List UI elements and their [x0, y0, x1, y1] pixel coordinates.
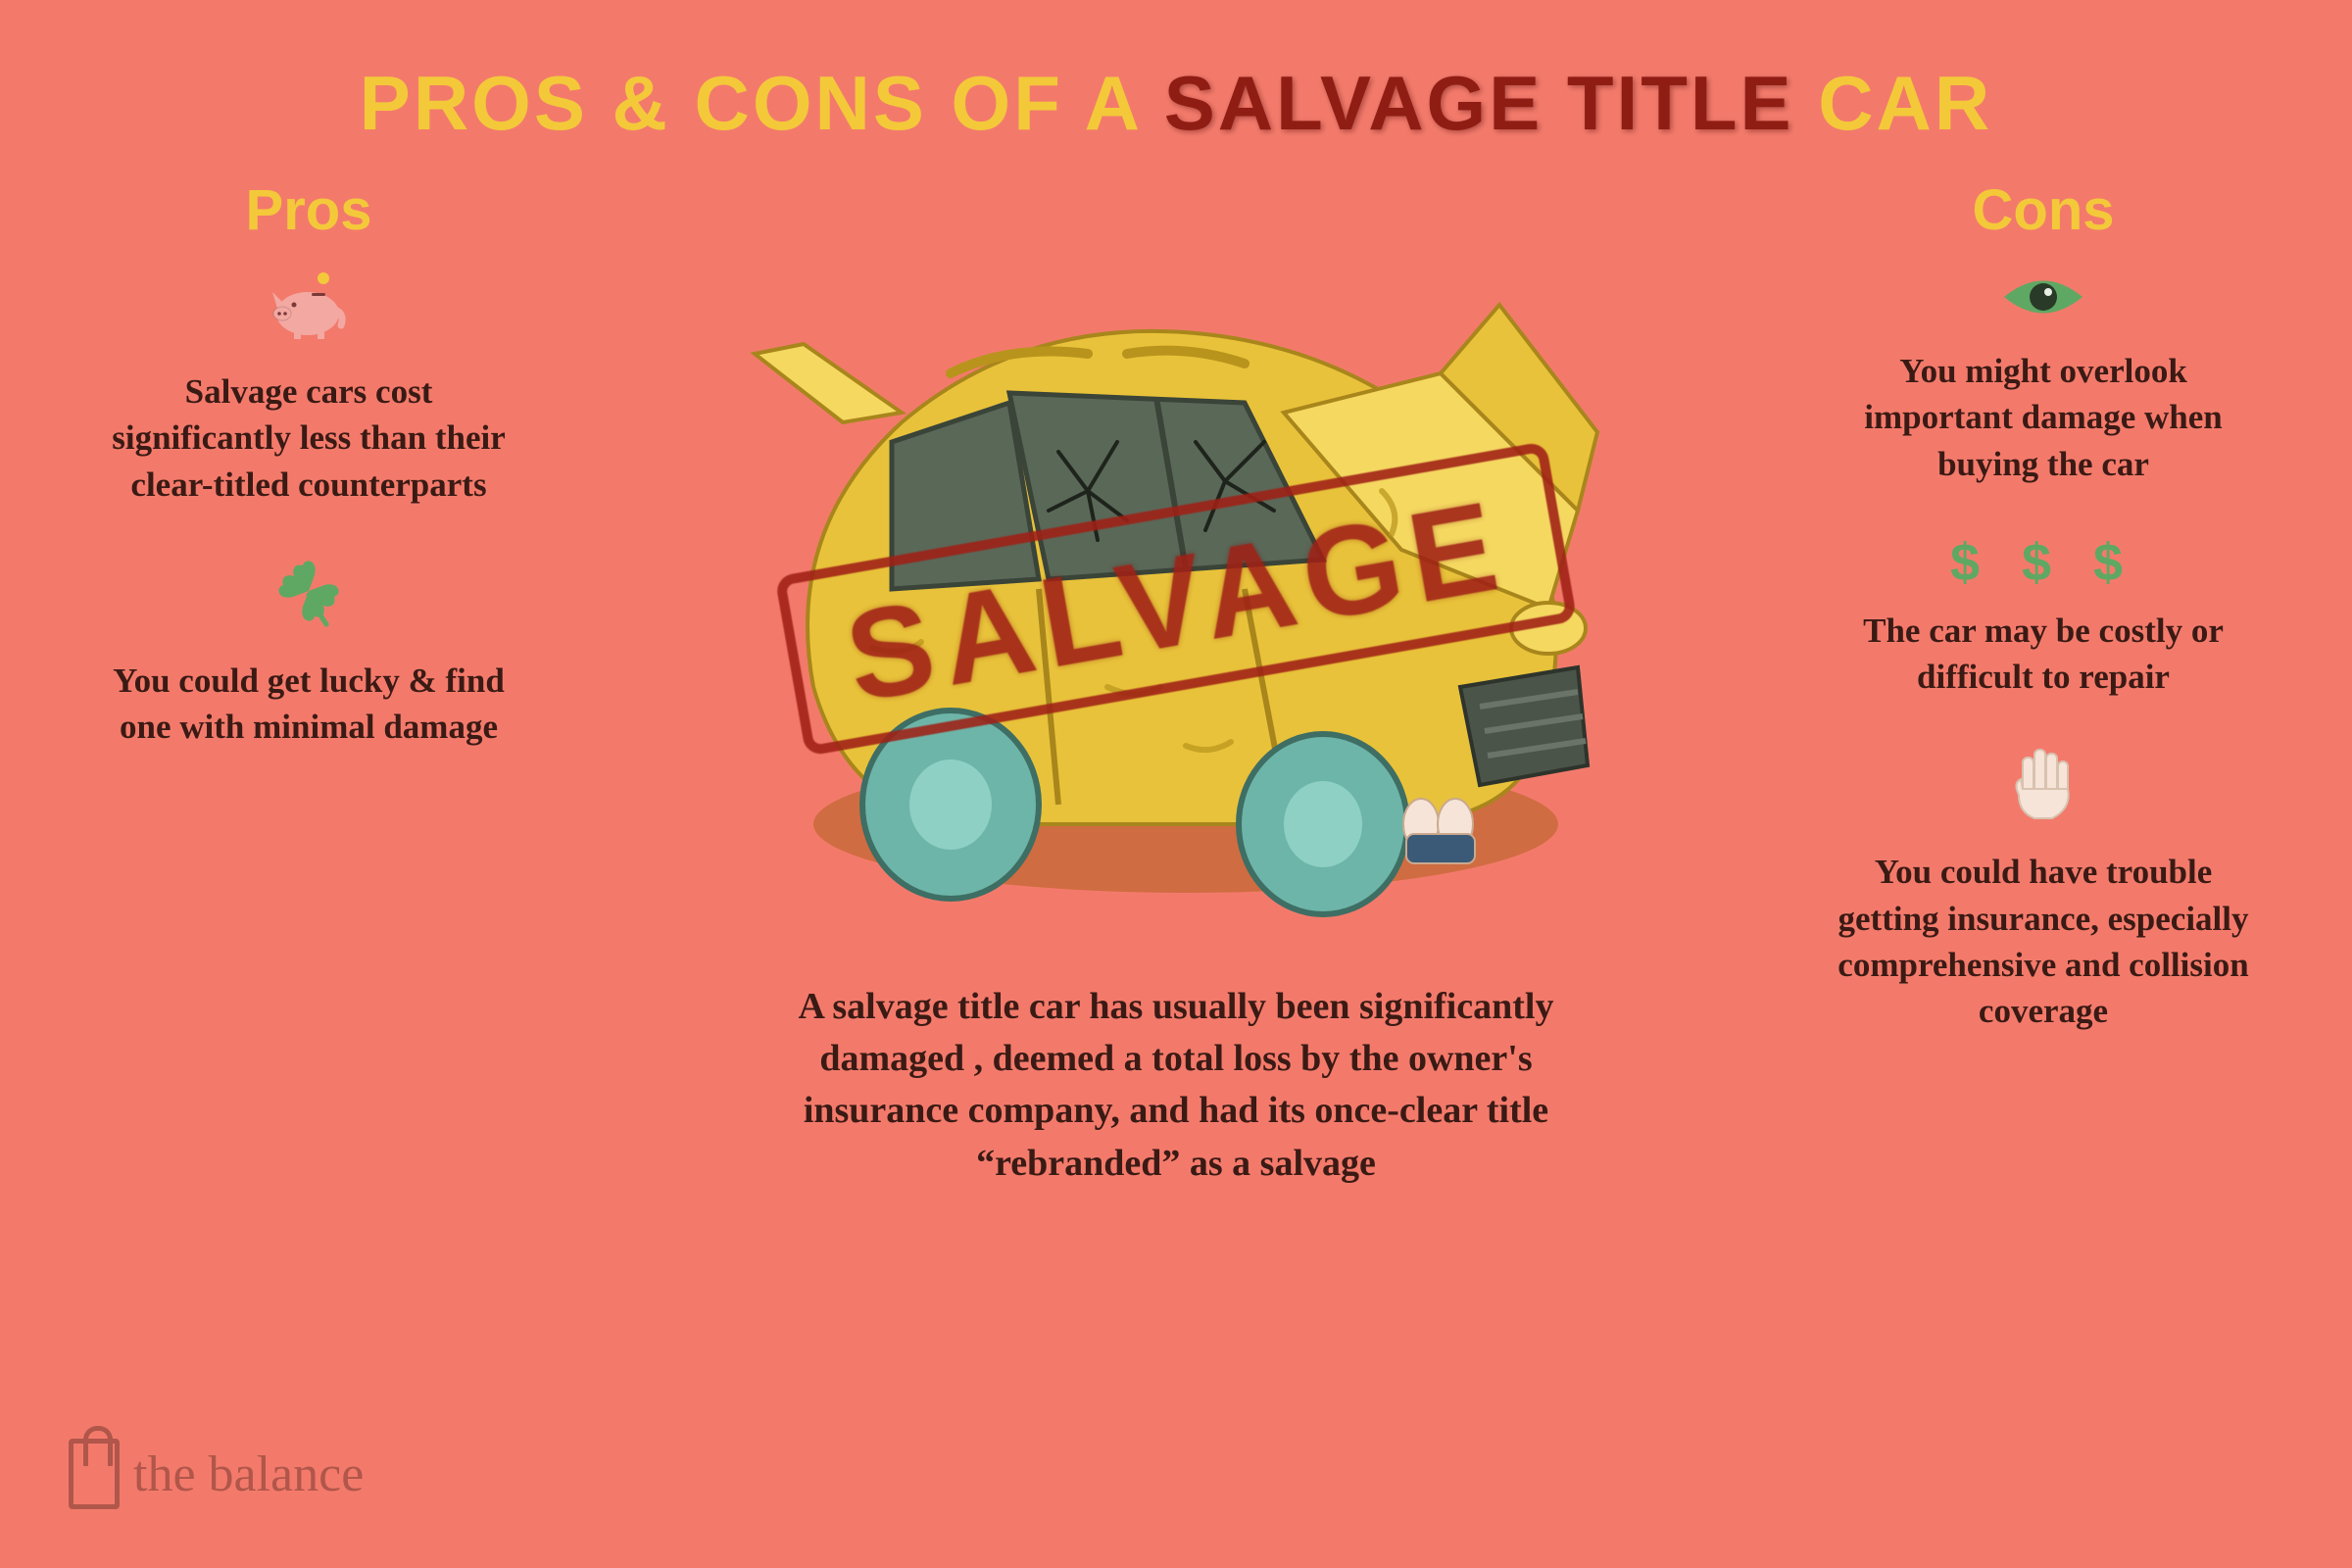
pros-item: Salvage cars cost significantly less tha… — [98, 272, 519, 508]
title-part3: CAR — [1794, 60, 1993, 146]
columns: Pros — [78, 177, 2274, 1255]
infographic-canvas: PROS & CONS OF A SALVAGE TITLE CAR Pros — [0, 0, 2352, 1568]
title-part1: PROS & CONS OF A — [360, 60, 1164, 146]
pros-item-text: Salvage cars cost significantly less tha… — [98, 368, 519, 508]
pros-item-text: You could get lucky & find one with mini… — [98, 658, 519, 751]
logo-text: the balance — [133, 1446, 364, 1503]
car-illustration: SALVAGE — [696, 197, 1656, 942]
cons-item: You could have trouble getting insurance… — [1833, 744, 2254, 1034]
cons-item: You might overlook important damage when… — [1833, 272, 2254, 487]
definition-text: A salvage title car has usually been sig… — [745, 981, 1607, 1190]
cons-item: $ $ $ The car may be costly or difficult… — [1833, 531, 2254, 701]
pros-item: You could get lucky & find one with mini… — [98, 552, 519, 751]
cons-heading: Cons — [1833, 177, 2254, 243]
center-column: SALVAGE A salvage title car has usually … — [519, 177, 1833, 1255]
hand-stop-icon — [1833, 744, 2254, 831]
piggy-bank-icon — [98, 272, 519, 351]
cons-item-text: The car may be costly or difficult to re… — [1833, 608, 2254, 701]
pros-heading: Pros — [98, 177, 519, 243]
clover-icon — [98, 552, 519, 640]
dollar-signs-icon: $ $ $ — [1833, 531, 2254, 590]
pros-column: Pros — [98, 177, 519, 1255]
eye-icon — [1833, 272, 2254, 330]
brand-logo: the balance — [69, 1439, 364, 1509]
title-part2: SALVAGE TITLE — [1164, 60, 1794, 146]
logo-mark-icon — [69, 1439, 120, 1509]
cons-column: Cons You might overlook important damage… — [1833, 177, 2254, 1255]
cons-item-text: You could have trouble getting insurance… — [1833, 849, 2254, 1034]
main-title: PROS & CONS OF A SALVAGE TITLE CAR — [78, 59, 2274, 148]
cons-item-text: You might overlook important damage when… — [1833, 348, 2254, 487]
